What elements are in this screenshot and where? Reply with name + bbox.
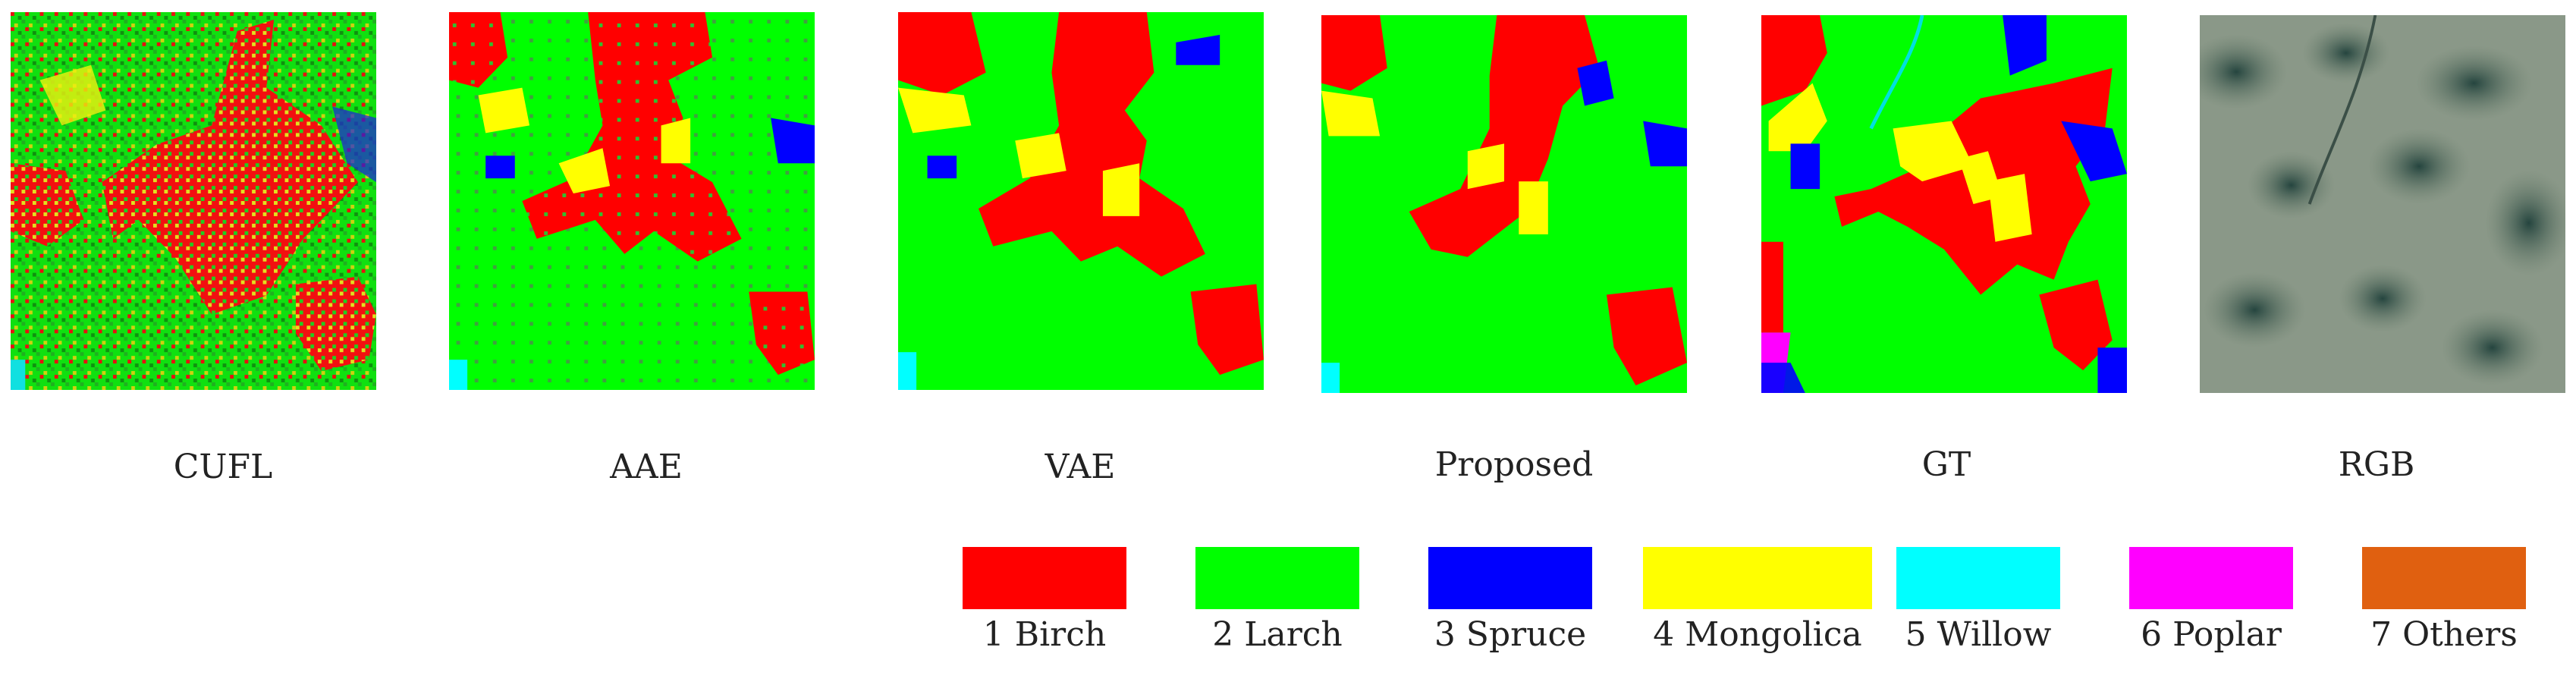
legend-label-willow: 5 Willow [1905,615,2052,654]
caption-rgb: RGB [2338,445,2415,484]
panel-gt [1761,15,2127,393]
proposed-classification-map [1321,15,1687,393]
vae-classification-map [898,12,1264,390]
cufl-classification-map [11,12,376,390]
panel-cufl [11,12,376,390]
larch-swatch [1195,547,1359,609]
caption-vae: VAE [1045,448,1116,486]
mongolica-swatch [1643,547,1872,609]
rgb-aerial-image [2200,15,2565,393]
legend-label-others: 7 Others [2370,615,2518,654]
caption-aae: AAE [610,448,683,486]
others-swatch [2362,547,2526,609]
willow-swatch [1896,547,2060,609]
legend-label-larch: 2 Larch [1212,615,1343,654]
caption-gt: GT [1921,445,1971,484]
panel-rgb [2200,15,2565,393]
panel-proposed [1321,15,1687,393]
aae-classification-map [449,12,815,390]
poplar-swatch [2129,547,2293,609]
legend-label-spruce: 3 Spruce [1434,615,1587,654]
caption-cufl: CUFL [173,448,273,486]
legend-label-birch: 1 Birch [982,615,1107,654]
spruce-swatch [1428,547,1592,609]
legend-label-poplar: 6 Poplar [2141,615,2282,654]
panel-aae [449,12,815,390]
legend-label-mongolica: 4 Mongolica [1653,615,1862,654]
panel-vae [898,12,1264,390]
birch-swatch [963,547,1126,609]
caption-proposed: Proposed [1434,445,1594,484]
gt-ground-truth-map [1761,15,2127,393]
